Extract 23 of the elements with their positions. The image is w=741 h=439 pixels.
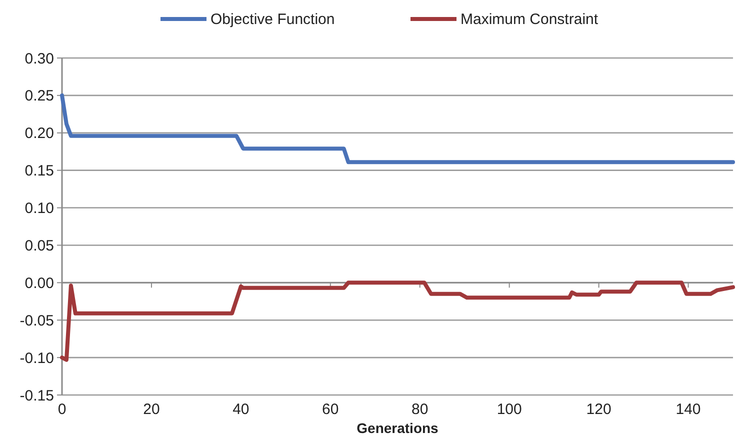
x-tick-label: 100	[496, 401, 522, 418]
x-axis-title: Generations	[356, 420, 439, 436]
x-tick-label: 140	[676, 401, 701, 418]
y-tick-label: -0.05	[20, 312, 54, 330]
legend-label: Maximum Constraint	[460, 11, 599, 28]
y-tick-label: -0.15	[20, 387, 54, 404]
line-series	[60, 93, 735, 164]
y-tick-label: 0.00	[24, 274, 54, 292]
x-tick-label: 40	[232, 401, 250, 418]
y-tick-label: 0.10	[24, 200, 54, 218]
x-tick-label: 60	[322, 401, 339, 418]
x-tick-label: 120	[586, 401, 612, 418]
x-tick-label: 0	[58, 401, 66, 418]
y-tick-label: 0.05	[24, 237, 54, 254]
y-tick-label: 0.30	[24, 50, 54, 68]
x-tick-label: 80	[412, 401, 428, 418]
x-tick-label: 20	[143, 401, 160, 418]
y-tick-label: 0.25	[24, 88, 54, 105]
line-series	[60, 280, 735, 362]
legend-label: Objective Function	[210, 11, 335, 28]
y-tick-label: -0.10	[20, 350, 54, 367]
y-tick-label: 0.15	[24, 162, 54, 180]
y-tick-label: 0.20	[24, 125, 54, 142]
